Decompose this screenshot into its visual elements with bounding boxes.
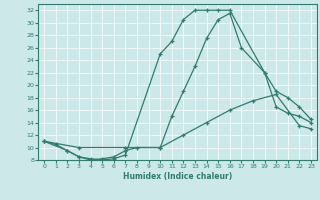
X-axis label: Humidex (Indice chaleur): Humidex (Indice chaleur) [123, 172, 232, 181]
